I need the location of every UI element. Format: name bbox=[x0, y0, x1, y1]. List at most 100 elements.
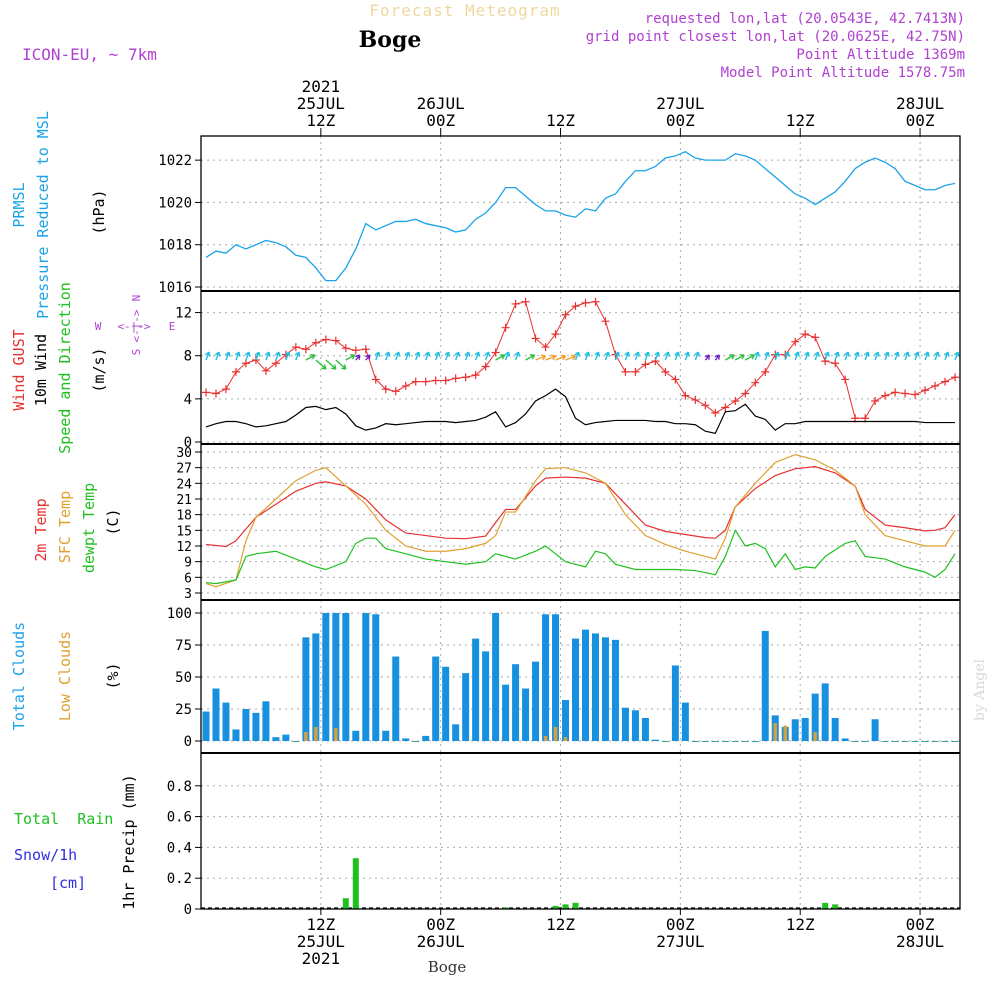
y-tick-label: 18 bbox=[176, 509, 192, 524]
gust-marker bbox=[911, 390, 920, 399]
gust-marker bbox=[591, 297, 600, 306]
wind-arrow bbox=[873, 351, 880, 361]
rain-bar bbox=[342, 898, 349, 909]
x-label-bottom: 2021 bbox=[302, 949, 341, 968]
y-tick-label: 0 bbox=[184, 734, 192, 750]
gust-marker bbox=[801, 330, 810, 339]
wind-arrow bbox=[204, 351, 211, 361]
total-cloud-bar bbox=[342, 613, 350, 741]
y-tick-label: 30 bbox=[176, 446, 192, 461]
wind-arrow bbox=[305, 354, 316, 361]
total-cloud-bar bbox=[362, 613, 370, 741]
total-cloud-bar bbox=[482, 651, 490, 741]
total-cloud-bar bbox=[372, 614, 380, 741]
gust-marker bbox=[721, 403, 730, 412]
gust-marker bbox=[211, 389, 220, 398]
y-tick-label: 8 bbox=[184, 349, 192, 365]
rain-bar bbox=[352, 858, 359, 909]
low-cloud-bar bbox=[773, 723, 777, 741]
total-cloud-bar bbox=[472, 638, 480, 741]
wind-arrow bbox=[274, 351, 281, 361]
wind-arrow bbox=[224, 351, 231, 361]
y-tick-label: 0.4 bbox=[167, 840, 192, 856]
wind-arrow bbox=[614, 351, 621, 361]
wind-line bbox=[205, 388, 956, 435]
y-tick-label: 1022 bbox=[158, 153, 192, 169]
total-cloud-bar bbox=[681, 702, 689, 741]
compass-south: S bbox=[130, 349, 143, 356]
total-cloud-bar bbox=[352, 730, 360, 741]
wind-arrow bbox=[853, 351, 860, 361]
wind-arrow bbox=[754, 351, 760, 361]
gust-marker bbox=[231, 367, 240, 376]
watermark: by Angel bbox=[972, 658, 988, 721]
wind-arrow bbox=[525, 354, 536, 361]
x-label-top: 12Z bbox=[546, 111, 575, 130]
wind-arrow bbox=[254, 351, 261, 361]
wind-arrow bbox=[933, 351, 940, 361]
wind-arrow bbox=[674, 351, 680, 361]
gust-marker bbox=[841, 375, 850, 384]
gust-marker bbox=[381, 385, 390, 394]
gust-marker bbox=[741, 389, 750, 398]
total-cloud-bar bbox=[212, 688, 220, 741]
rain-bar bbox=[562, 904, 569, 909]
y-tick-label: 0.2 bbox=[167, 871, 192, 887]
gust-label: Wind GUST bbox=[10, 329, 28, 410]
y-tick-label: 0.8 bbox=[167, 779, 192, 795]
wind-arrow bbox=[335, 359, 347, 370]
gust-marker bbox=[901, 389, 910, 398]
gust-marker bbox=[761, 367, 770, 376]
wind-arrow bbox=[545, 354, 557, 361]
x-label-top: 12Z bbox=[306, 111, 335, 130]
gust-marker bbox=[871, 397, 880, 406]
grid-point-coords: grid point closest lon,lat (20.0625E, 42… bbox=[586, 29, 965, 45]
total-cloud-bar bbox=[312, 633, 320, 741]
wind-arrow bbox=[284, 351, 291, 361]
wind-arrow bbox=[664, 351, 671, 361]
wind-arrow bbox=[434, 351, 441, 361]
rain-bar bbox=[552, 905, 559, 909]
station-title: Boge bbox=[359, 27, 422, 53]
total-cloud-bar bbox=[621, 707, 629, 741]
y-tick-label: 21 bbox=[176, 493, 192, 508]
compass-rose: N <-|-> S W <-|-> E bbox=[95, 295, 176, 356]
total-cloud-bar bbox=[591, 633, 599, 741]
wind-arrow bbox=[634, 351, 641, 361]
total-cloud-bar bbox=[502, 684, 510, 741]
total-cloud-bar bbox=[601, 637, 609, 741]
low-cloud-bar bbox=[543, 735, 548, 741]
y-tick-label: 1020 bbox=[158, 195, 192, 211]
total-cloud-bar bbox=[402, 738, 410, 741]
gust-marker bbox=[931, 381, 940, 390]
compass-horizontal: <-|-> bbox=[117, 320, 150, 333]
gust-marker bbox=[481, 362, 490, 371]
rain-bar bbox=[502, 907, 509, 909]
total-cloud-bar bbox=[432, 656, 440, 741]
total-cloud-bar bbox=[641, 717, 649, 741]
x-label-top: 26JUL bbox=[417, 94, 465, 113]
x-label-top: 2021 bbox=[302, 77, 341, 96]
gust-marker bbox=[691, 395, 700, 404]
gust-marker bbox=[321, 335, 330, 344]
x-label-top: 00Z bbox=[906, 111, 935, 130]
footer-station: Boge bbox=[428, 958, 467, 976]
gust-marker bbox=[951, 373, 960, 382]
total-cloud-bar bbox=[242, 709, 250, 741]
total-cloud-bar bbox=[552, 614, 560, 741]
total-clouds-label: Total Clouds bbox=[10, 622, 28, 730]
total-cloud-bar bbox=[611, 639, 619, 741]
wind-arrow bbox=[555, 354, 567, 361]
gust-marker bbox=[371, 375, 380, 384]
y-tick-label: 0 bbox=[184, 902, 192, 918]
y-tick-label: 25 bbox=[175, 702, 192, 718]
total-cloud-bar bbox=[831, 717, 839, 741]
total-cloud-bar bbox=[392, 656, 400, 741]
pressure-line bbox=[205, 150, 956, 282]
gust-marker bbox=[301, 345, 310, 354]
gust-marker bbox=[241, 359, 250, 368]
gust-marker bbox=[401, 381, 410, 390]
compass-west: W bbox=[95, 320, 102, 333]
dewpt-line bbox=[205, 529, 956, 585]
